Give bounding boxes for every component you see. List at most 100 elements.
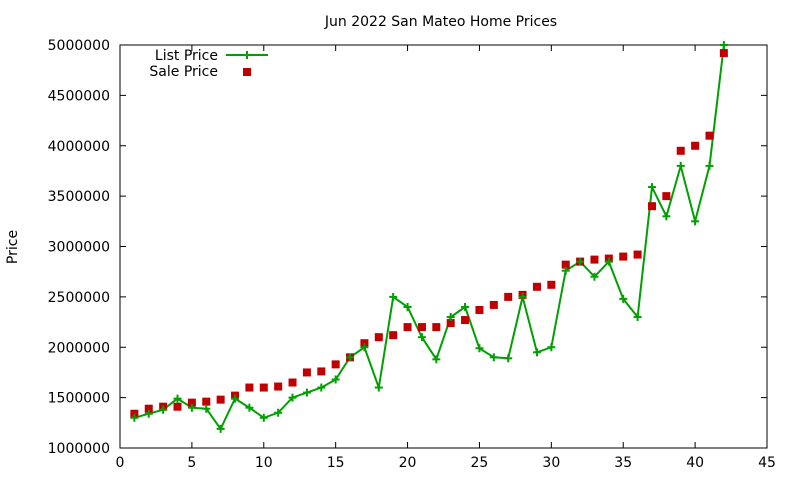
sale-price-point (461, 316, 470, 325)
sale-price-point (317, 367, 326, 376)
x-tick-label: 0 (116, 455, 125, 471)
sale-price-point (719, 49, 728, 58)
list-price-point (288, 393, 297, 402)
y-tick-label: 2500000 (48, 290, 110, 306)
list-price-point (590, 272, 599, 281)
list-price-point (245, 403, 254, 412)
list-price-point (547, 343, 556, 352)
sale-price-point (374, 333, 383, 342)
list-price-point (360, 343, 369, 352)
list-price-point (676, 161, 685, 170)
sale-price-point (173, 402, 182, 411)
sale-price-point (144, 404, 153, 413)
x-tick-label: 25 (471, 455, 489, 471)
list-price-point (705, 161, 714, 170)
list-price-point (662, 212, 671, 221)
list-price-point (461, 302, 470, 311)
sale-price-point (288, 378, 297, 387)
list-price-point (647, 183, 656, 192)
plot-frame (119, 44, 768, 449)
sale-price-point (259, 383, 268, 392)
sale-price-point (432, 323, 441, 332)
y-tick-label: 1500000 (48, 391, 110, 407)
list-price-point (719, 41, 728, 49)
list-price-point (417, 333, 426, 342)
list-price-point (691, 217, 700, 226)
x-tick-label: 5 (187, 455, 196, 471)
list-price-point (446, 313, 455, 322)
list-price-point (518, 292, 527, 301)
sale-price-point (302, 368, 311, 377)
list-price-point (130, 413, 139, 422)
list-price-point (173, 394, 182, 403)
sale-price-point (475, 305, 484, 314)
list-price-point (604, 257, 613, 266)
sale-price-point (130, 409, 139, 418)
list-price-point (144, 409, 153, 418)
y-tick-label: 3500000 (48, 189, 110, 205)
y-tick-label: 1000000 (48, 441, 110, 457)
sale-price-point (202, 397, 211, 406)
x-tick-label: 40 (686, 455, 704, 471)
sale-price-point (274, 382, 283, 391)
sale-price-point (647, 202, 656, 211)
sale-price-point (417, 323, 426, 332)
sale-price-point (446, 319, 455, 328)
sale-price-point (633, 250, 642, 259)
list-price-point (216, 424, 225, 433)
sale-price-point (547, 280, 556, 289)
list-price-point (633, 313, 642, 322)
y-tick-label: 3000000 (48, 240, 110, 256)
x-tick-label: 35 (614, 455, 632, 471)
list-price-point (532, 348, 541, 357)
sale-price-point (187, 398, 196, 407)
legend-marker-sale-price (243, 68, 251, 76)
list-price-point (231, 394, 240, 403)
sale-price-point (662, 192, 671, 201)
sale-price-point (705, 131, 714, 140)
list-price-point (302, 388, 311, 397)
chart-title: Jun 2022 San Mateo Home Prices (324, 14, 557, 30)
list-price-point (561, 266, 570, 275)
list-price-point (202, 404, 211, 413)
x-tick-label: 30 (542, 455, 560, 471)
list-price-point (432, 355, 441, 364)
list-price-point (259, 413, 268, 422)
sale-price-point (360, 339, 369, 348)
sale-price-point (532, 282, 541, 291)
x-tick-label: 15 (327, 455, 345, 471)
sale-price-point (590, 255, 599, 264)
x-tick-label: 10 (255, 455, 273, 471)
list-price-point (331, 375, 340, 384)
sale-price-point (561, 260, 570, 269)
sale-price-point (676, 146, 685, 155)
sale-price-point (403, 323, 412, 332)
y-axis-label: Price (5, 230, 21, 264)
sale-price-point (489, 300, 498, 309)
y-tick-label: 4500000 (48, 88, 110, 104)
list-price-point (403, 302, 412, 311)
y-tick-label: 5000000 (48, 38, 110, 54)
y-tick-label: 4000000 (48, 139, 110, 155)
y-tick-label: 2000000 (48, 340, 110, 356)
list-price-point (317, 383, 326, 392)
axis-ticks: 0 5 10 15 20 25 30 35 40 45 1000000 1500000 2000000 2… (48, 38, 776, 471)
legend-label-sale-price: Sale Price (149, 64, 218, 80)
list-price-point (504, 354, 513, 363)
x-tick-label: 20 (399, 455, 417, 471)
list-price-point (374, 383, 383, 392)
sale-price-point (504, 292, 513, 301)
list-price-line (134, 44, 725, 431)
list-price-point (346, 353, 355, 362)
list-price-point (576, 257, 585, 266)
sale-price-point (691, 141, 700, 150)
list-price-point (619, 294, 628, 303)
sale-price-point (331, 360, 340, 369)
legend-label-list-price: List Price (155, 48, 218, 64)
list-price-point (389, 292, 398, 301)
list-price-point (475, 344, 484, 353)
list-price-point (159, 405, 168, 414)
plot-series (130, 41, 728, 433)
list-price-point (187, 403, 196, 412)
